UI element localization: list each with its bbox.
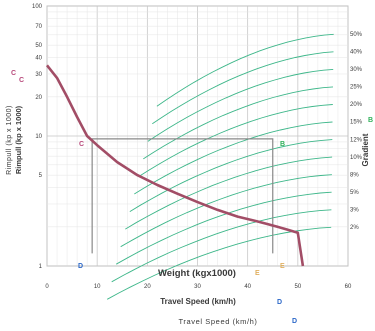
gradient-curve bbox=[129, 139, 333, 212]
gradient-curve bbox=[156, 33, 334, 107]
marker-c: C bbox=[11, 70, 16, 77]
operating-lines bbox=[91, 138, 274, 254]
x-tick-label: 30 bbox=[194, 284, 201, 290]
rimpull-axis-title: Rimpull (kp x 1000) bbox=[14, 105, 23, 174]
speed-axis-title-repeat: Travel Speed (km/h) bbox=[178, 317, 257, 326]
marker-b: B bbox=[280, 141, 285, 148]
gradient-label: 3% bbox=[350, 207, 359, 213]
gradient-curve bbox=[138, 104, 333, 177]
y-tick-label: 50 bbox=[35, 43, 42, 49]
y-tick-label: 20 bbox=[35, 95, 42, 101]
marker-e-2: E bbox=[280, 263, 285, 270]
gradient-label: 2% bbox=[350, 225, 359, 231]
gradient-label: 5% bbox=[350, 190, 359, 196]
gradient-curve bbox=[125, 156, 333, 230]
marker-d-2: D bbox=[277, 299, 282, 306]
gradient-label: 12% bbox=[350, 137, 363, 143]
x-tick-label: 0 bbox=[45, 284, 49, 290]
marker-d-3: D bbox=[292, 318, 297, 325]
gradient-label: 15% bbox=[350, 120, 363, 126]
marker-b-side: B bbox=[368, 117, 373, 124]
y-tick-label: 40 bbox=[35, 56, 42, 62]
weight-axis-title: Weight (kgx1000) bbox=[158, 268, 236, 279]
gradient-label: 25% bbox=[350, 85, 363, 91]
y-tick-label: 1 bbox=[39, 264, 43, 270]
gradient-axis-title: Gradient bbox=[361, 133, 370, 166]
gradient-label: 20% bbox=[350, 102, 363, 108]
gradient-label: 50% bbox=[350, 32, 363, 38]
gradient-label: 30% bbox=[350, 67, 363, 73]
x-tick-label: 50 bbox=[294, 284, 301, 290]
x-tick-label: 20 bbox=[144, 284, 151, 290]
gradient-label: 10% bbox=[350, 155, 363, 161]
marker-d: D bbox=[78, 263, 83, 270]
speed-axis-title: Travel Speed (km/h) bbox=[160, 297, 236, 306]
rimpull-axis-title-repeat: Rimpull (kp x 1000) bbox=[6, 105, 13, 175]
gradient-curve bbox=[111, 209, 332, 283]
gradient-curve bbox=[115, 191, 332, 265]
marker-c-2: C bbox=[19, 77, 24, 84]
gradient-curve bbox=[120, 174, 332, 248]
x-tick-label: 60 bbox=[345, 284, 352, 290]
y-tick-label: 100 bbox=[32, 4, 43, 10]
y-tick-label: 30 bbox=[35, 72, 42, 78]
y-tick-label: 5 bbox=[39, 173, 43, 179]
gradient-label: 40% bbox=[350, 50, 363, 56]
x-tick-label: 10 bbox=[94, 284, 101, 290]
gradient-curve bbox=[134, 121, 333, 195]
rimpull-curve bbox=[45, 64, 305, 267]
y-tick-label: 10 bbox=[35, 134, 42, 140]
gradient-curve bbox=[152, 51, 334, 125]
gradient-curve bbox=[143, 86, 334, 160]
x-tick-label: 40 bbox=[244, 284, 251, 290]
y-tick-label: 70 bbox=[35, 24, 42, 30]
gradient-curve bbox=[147, 68, 334, 142]
marker-c-3: C bbox=[79, 141, 84, 148]
marker-e: E bbox=[255, 270, 260, 277]
gradient-label: 8% bbox=[350, 172, 359, 178]
